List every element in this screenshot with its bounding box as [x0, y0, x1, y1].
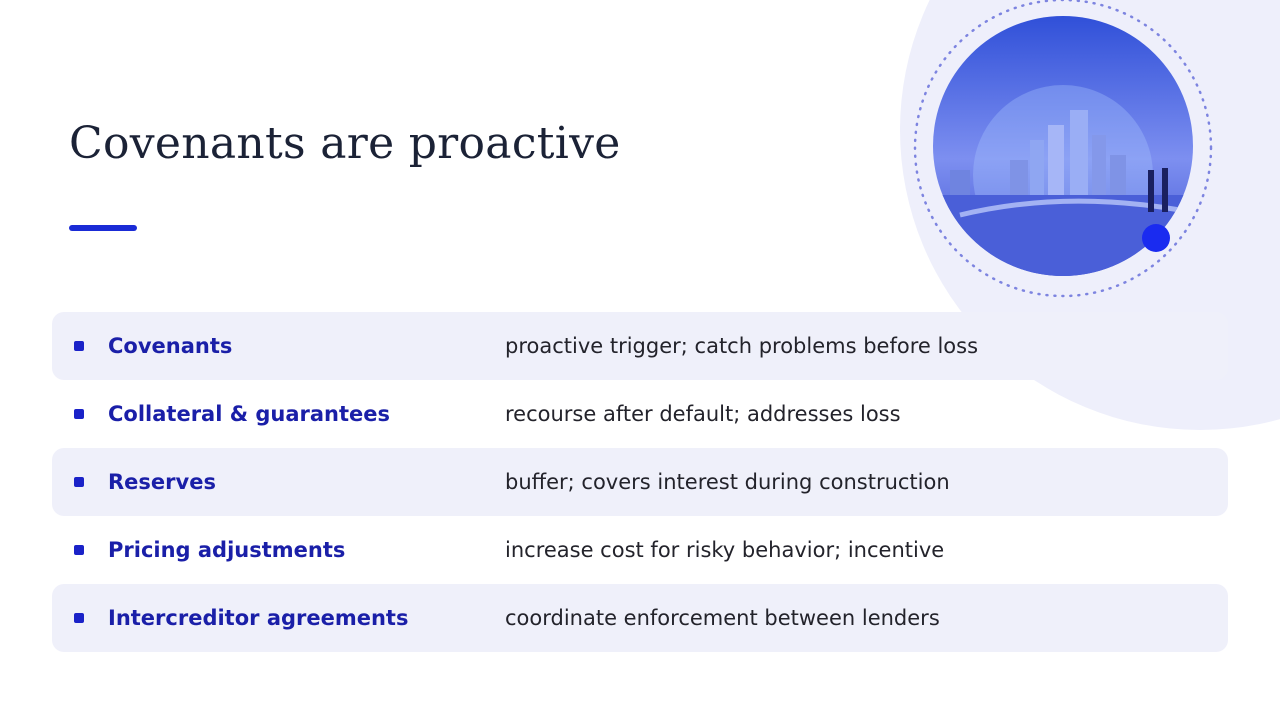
- description: proactive trigger; catch problems before…: [505, 334, 979, 358]
- term: Reserves: [108, 470, 216, 494]
- dotted-ring: [913, 0, 1213, 298]
- bullet: [74, 545, 84, 555]
- description: coordinate enforcement between lenders: [505, 606, 940, 630]
- row: Collateral & guarantees recourse after de…: [52, 380, 1228, 448]
- bullet: [74, 409, 84, 419]
- bullet: [74, 341, 84, 351]
- bullet: [74, 477, 84, 487]
- row: Reserves buffer; covers interest during c…: [52, 448, 1228, 516]
- bullet: [74, 613, 84, 623]
- row: Pricing adjustments increase cost for ris…: [52, 516, 1228, 584]
- term: Pricing adjustments: [108, 538, 346, 562]
- description: increase cost for risky behavior; incent…: [505, 538, 945, 562]
- description: recourse after default; addresses loss: [505, 402, 901, 426]
- term: Collateral & guarantees: [108, 402, 391, 426]
- accent-dot: [1142, 224, 1170, 252]
- description: buffer; covers interest during construct…: [505, 470, 950, 494]
- term: Covenants: [108, 334, 233, 358]
- table: Covenants proactive trigger; catch proble…: [52, 312, 1228, 652]
- title-underline: [69, 225, 137, 231]
- row: Intercreditor agreements coordinate enfor…: [52, 584, 1228, 652]
- title: Covenants are proactive: [69, 118, 621, 169]
- row: Covenants proactive trigger; catch proble…: [52, 312, 1228, 380]
- term: Intercreditor agreements: [108, 606, 409, 630]
